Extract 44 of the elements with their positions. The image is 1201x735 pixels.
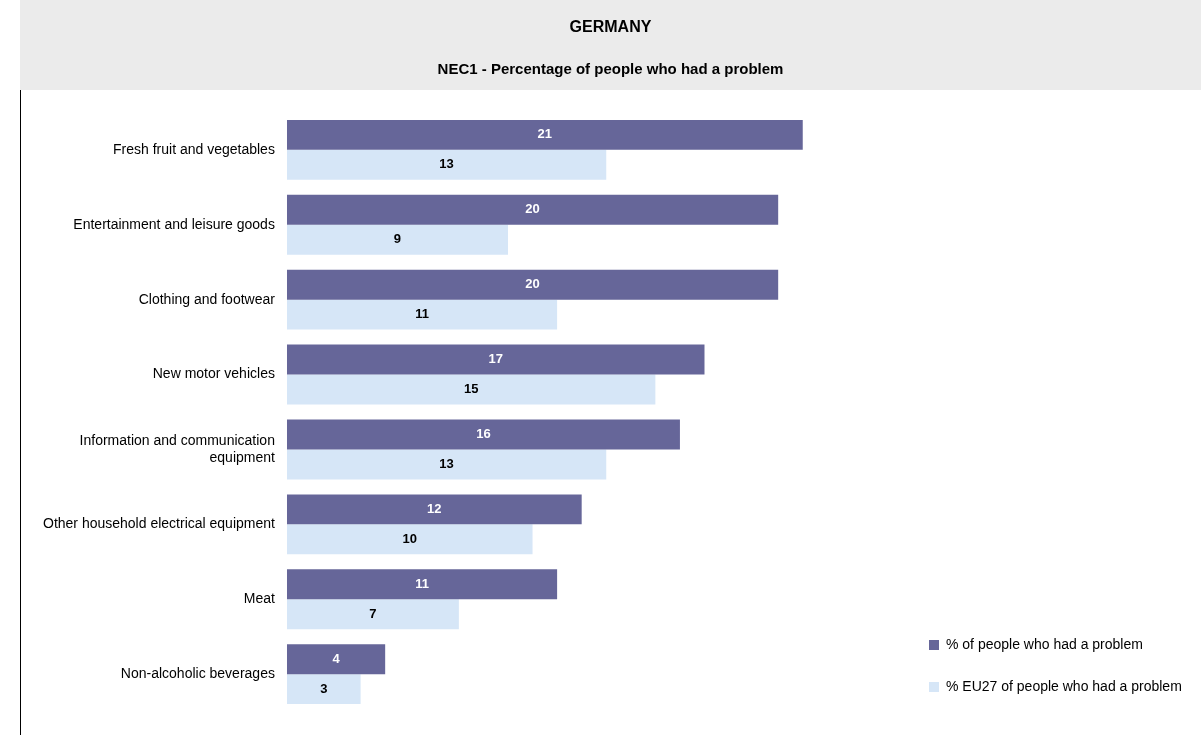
data-label: 3 bbox=[320, 680, 328, 696]
bar bbox=[286, 419, 680, 450]
bar bbox=[286, 494, 582, 525]
y-tick-label: Meat bbox=[243, 590, 276, 607]
y-tick-label: New motor vehicles bbox=[152, 365, 275, 382]
data-label: 10 bbox=[402, 530, 417, 546]
bar bbox=[286, 269, 779, 300]
y-tick-label: Non-alcoholic beverages bbox=[120, 665, 275, 682]
bar bbox=[286, 194, 779, 225]
bar bbox=[286, 299, 558, 330]
y-tick-label: Clothing and footwear bbox=[138, 290, 276, 307]
y-tick-label: Fresh fruit and vegetables bbox=[113, 140, 275, 157]
data-label: 11 bbox=[415, 575, 429, 591]
legend-label: % of people who had a problem bbox=[946, 635, 1143, 652]
bar bbox=[286, 644, 386, 675]
bar bbox=[286, 119, 803, 150]
data-label: 13 bbox=[439, 156, 454, 172]
data-label: 13 bbox=[439, 456, 454, 472]
data-label: 17 bbox=[488, 351, 503, 367]
bar bbox=[286, 224, 508, 255]
data-label: 7 bbox=[369, 605, 377, 621]
data-label: 15 bbox=[463, 381, 479, 397]
bar bbox=[286, 344, 705, 375]
data-label: 12 bbox=[427, 500, 442, 516]
data-label: 11 bbox=[415, 306, 429, 322]
bar bbox=[286, 374, 656, 405]
bar bbox=[286, 524, 533, 555]
legend-label: % EU27 of people who had a problem bbox=[946, 677, 1182, 694]
chart-subtitle: NEC1 - Percentage of people who had a problem bbox=[436, 59, 785, 77]
data-label: 21 bbox=[537, 126, 553, 142]
data-label: 9 bbox=[393, 231, 402, 247]
data-label: 20 bbox=[525, 276, 540, 292]
bar bbox=[286, 449, 607, 480]
bar bbox=[286, 569, 558, 600]
bar bbox=[286, 149, 607, 180]
y-tick-label: Other household electrical equipment bbox=[42, 515, 276, 532]
data-label: 16 bbox=[476, 426, 491, 442]
data-label: 20 bbox=[525, 201, 540, 217]
y-tick-label: Information and communication equipment bbox=[79, 431, 276, 465]
bar bbox=[286, 599, 459, 630]
bar bbox=[286, 674, 361, 705]
y-tick-label: Entertainment and leisure goods bbox=[73, 215, 275, 232]
chart-title: GERMANY bbox=[568, 17, 653, 36]
data-label: 4 bbox=[332, 650, 341, 666]
